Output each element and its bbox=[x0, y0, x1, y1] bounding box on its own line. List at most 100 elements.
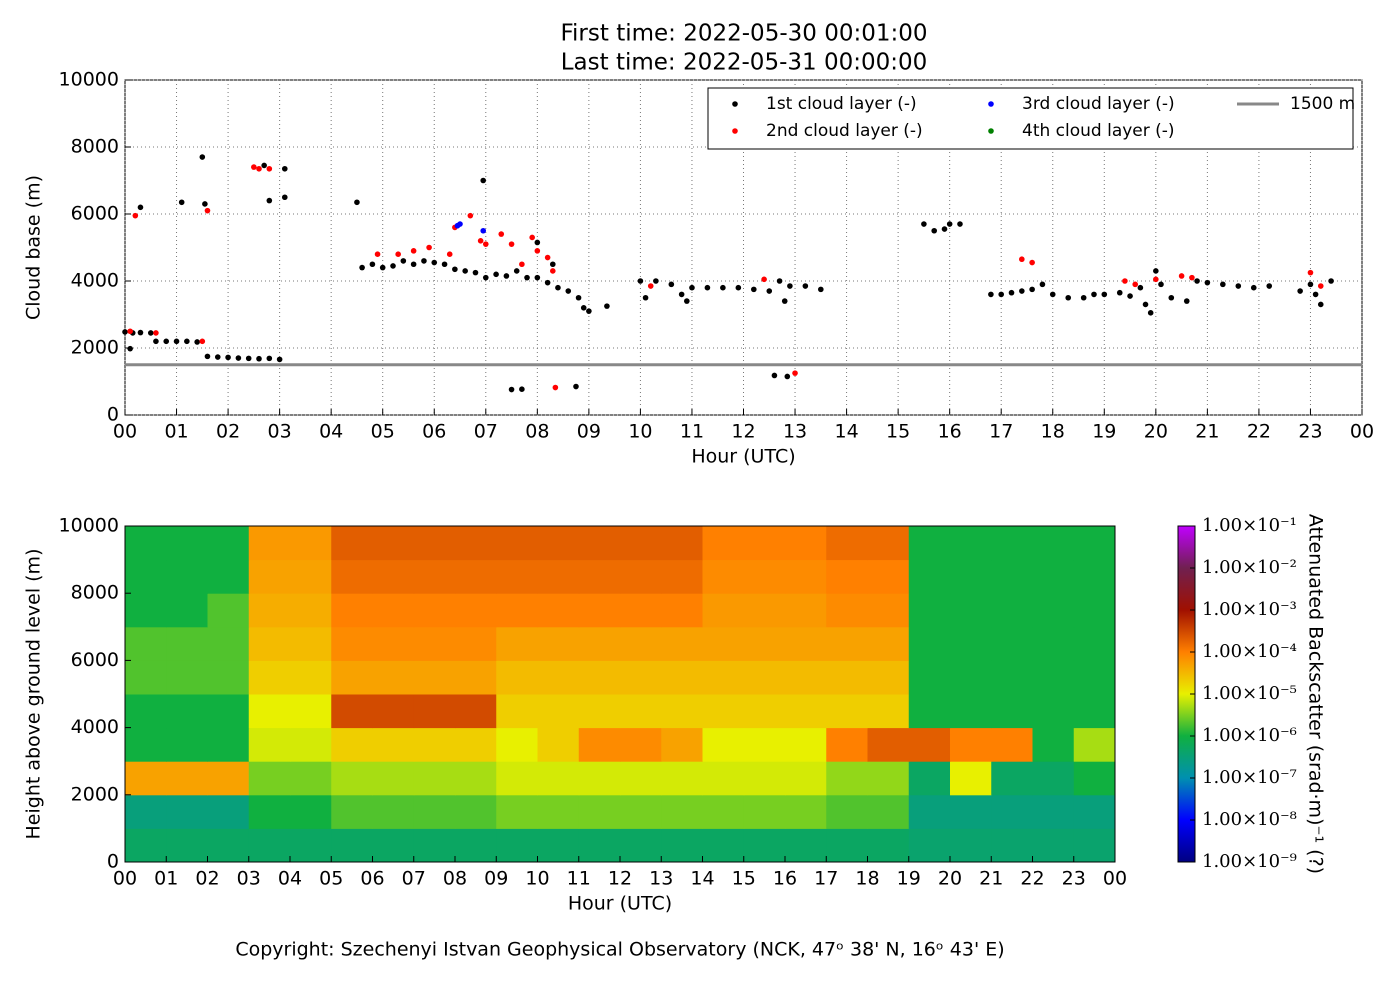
data-point bbox=[395, 251, 401, 257]
heatmap-cell bbox=[785, 593, 827, 628]
x-tick-label: 12 bbox=[731, 421, 755, 443]
x-tick-label: 08 bbox=[525, 421, 549, 443]
data-point bbox=[508, 386, 515, 393]
y-axis-label: Cloud base (m) bbox=[23, 175, 45, 320]
legend-marker bbox=[988, 101, 994, 107]
data-point bbox=[153, 338, 159, 345]
data-point bbox=[1194, 278, 1200, 284]
heatmap-cell bbox=[826, 559, 868, 594]
x-tick-label: 06 bbox=[360, 868, 384, 890]
heatmap-cell bbox=[991, 660, 1033, 695]
heatmap-cell bbox=[1073, 626, 1116, 661]
heatmap-cell bbox=[620, 727, 662, 762]
data-point bbox=[147, 330, 154, 336]
y-tick-label: 2000 bbox=[71, 337, 119, 359]
heatmap-cell bbox=[207, 828, 250, 863]
heatmap-cell bbox=[372, 593, 415, 628]
heatmap-cell bbox=[413, 593, 456, 628]
data-point bbox=[544, 279, 551, 286]
heatmap-cell bbox=[496, 794, 538, 829]
data-point bbox=[281, 165, 288, 172]
data-point bbox=[467, 212, 474, 219]
data-point bbox=[544, 254, 551, 261]
heatmap-cell bbox=[908, 526, 951, 561]
y-tick-label: 4000 bbox=[71, 270, 119, 292]
data-point bbox=[1220, 281, 1226, 288]
heatmap-cell bbox=[1032, 794, 1075, 829]
x-tick-label: 12 bbox=[608, 868, 632, 890]
heatmap-cell bbox=[620, 828, 662, 863]
heatmap-cell bbox=[413, 626, 456, 661]
x-axis-label: Hour (UTC) bbox=[691, 446, 795, 468]
x-tick-label: 14 bbox=[690, 868, 714, 890]
data-point bbox=[225, 354, 231, 361]
data-point bbox=[173, 338, 180, 345]
data-point bbox=[441, 261, 448, 268]
data-point bbox=[493, 271, 499, 278]
heatmap-cell bbox=[702, 626, 745, 661]
heatmap-cell bbox=[950, 660, 992, 695]
x-tick-label: 00 bbox=[1350, 421, 1374, 443]
data-point bbox=[751, 286, 757, 293]
heatmap-cell bbox=[125, 727, 167, 762]
colorbar-tick-label: 1.00×10⁻² bbox=[1202, 557, 1297, 578]
x-tick-label: 13 bbox=[783, 421, 807, 443]
data-point bbox=[127, 345, 133, 352]
legend-marker bbox=[732, 101, 738, 107]
data-point bbox=[1137, 284, 1144, 291]
heatmap-cell bbox=[331, 828, 373, 863]
data-point bbox=[573, 383, 579, 390]
data-point bbox=[534, 248, 541, 254]
heatmap-cell bbox=[290, 761, 332, 796]
heatmap-cell bbox=[496, 559, 538, 594]
heatmap-cell bbox=[867, 593, 910, 628]
heatmap-cell bbox=[455, 828, 497, 863]
heatmap-cell bbox=[1073, 828, 1116, 863]
heatmap-cell bbox=[702, 593, 745, 628]
heatmap-cell bbox=[785, 559, 827, 594]
data-point bbox=[988, 291, 994, 298]
x-tick-label: 09 bbox=[577, 421, 601, 443]
data-point bbox=[1204, 279, 1211, 286]
data-point bbox=[684, 298, 690, 304]
heatmap-cell bbox=[248, 660, 291, 695]
heatmap-cell bbox=[578, 727, 621, 762]
heatmap-cell bbox=[620, 626, 662, 661]
data-point bbox=[256, 355, 262, 362]
data-point bbox=[647, 283, 654, 289]
data-point bbox=[446, 251, 453, 257]
heatmap-cell bbox=[661, 626, 703, 661]
heatmap-cell bbox=[496, 626, 538, 661]
heatmap-cell bbox=[867, 794, 910, 829]
heatmap-cell bbox=[166, 626, 208, 661]
legend-label: 2nd cloud layer (-) bbox=[766, 121, 923, 141]
x-tick-label: 19 bbox=[1092, 421, 1116, 443]
heatmap-cell bbox=[455, 559, 497, 594]
x-tick-label: 04 bbox=[278, 868, 302, 890]
data-point bbox=[354, 199, 360, 206]
heatmap-cell bbox=[331, 660, 373, 695]
heatmap-cell bbox=[290, 694, 332, 729]
data-point bbox=[245, 355, 252, 362]
heatmap-cell bbox=[372, 660, 415, 695]
data-point bbox=[549, 268, 556, 274]
data-point bbox=[359, 264, 365, 271]
heatmap-cell bbox=[290, 626, 332, 661]
heatmap-cell bbox=[578, 761, 621, 796]
heatmap-cell bbox=[991, 626, 1033, 661]
colorbar-tick-label: 1.00×10⁻⁵ bbox=[1202, 683, 1297, 704]
heatmap-cell bbox=[578, 626, 621, 661]
heatmap-cell bbox=[826, 660, 868, 695]
heatmap-cell bbox=[290, 526, 332, 561]
x-tick-label: 17 bbox=[989, 421, 1013, 443]
heatmap-cell bbox=[826, 727, 868, 762]
legend-marker bbox=[732, 128, 738, 134]
colorbar-label: Attenuated Backscatter (srad·m)⁻¹ (?) bbox=[1305, 514, 1327, 874]
heatmap-cell bbox=[372, 727, 415, 762]
heatmap-cell bbox=[908, 593, 951, 628]
data-point bbox=[689, 284, 695, 291]
heatmap-cell bbox=[413, 761, 456, 796]
heatmap-cell bbox=[950, 761, 992, 796]
